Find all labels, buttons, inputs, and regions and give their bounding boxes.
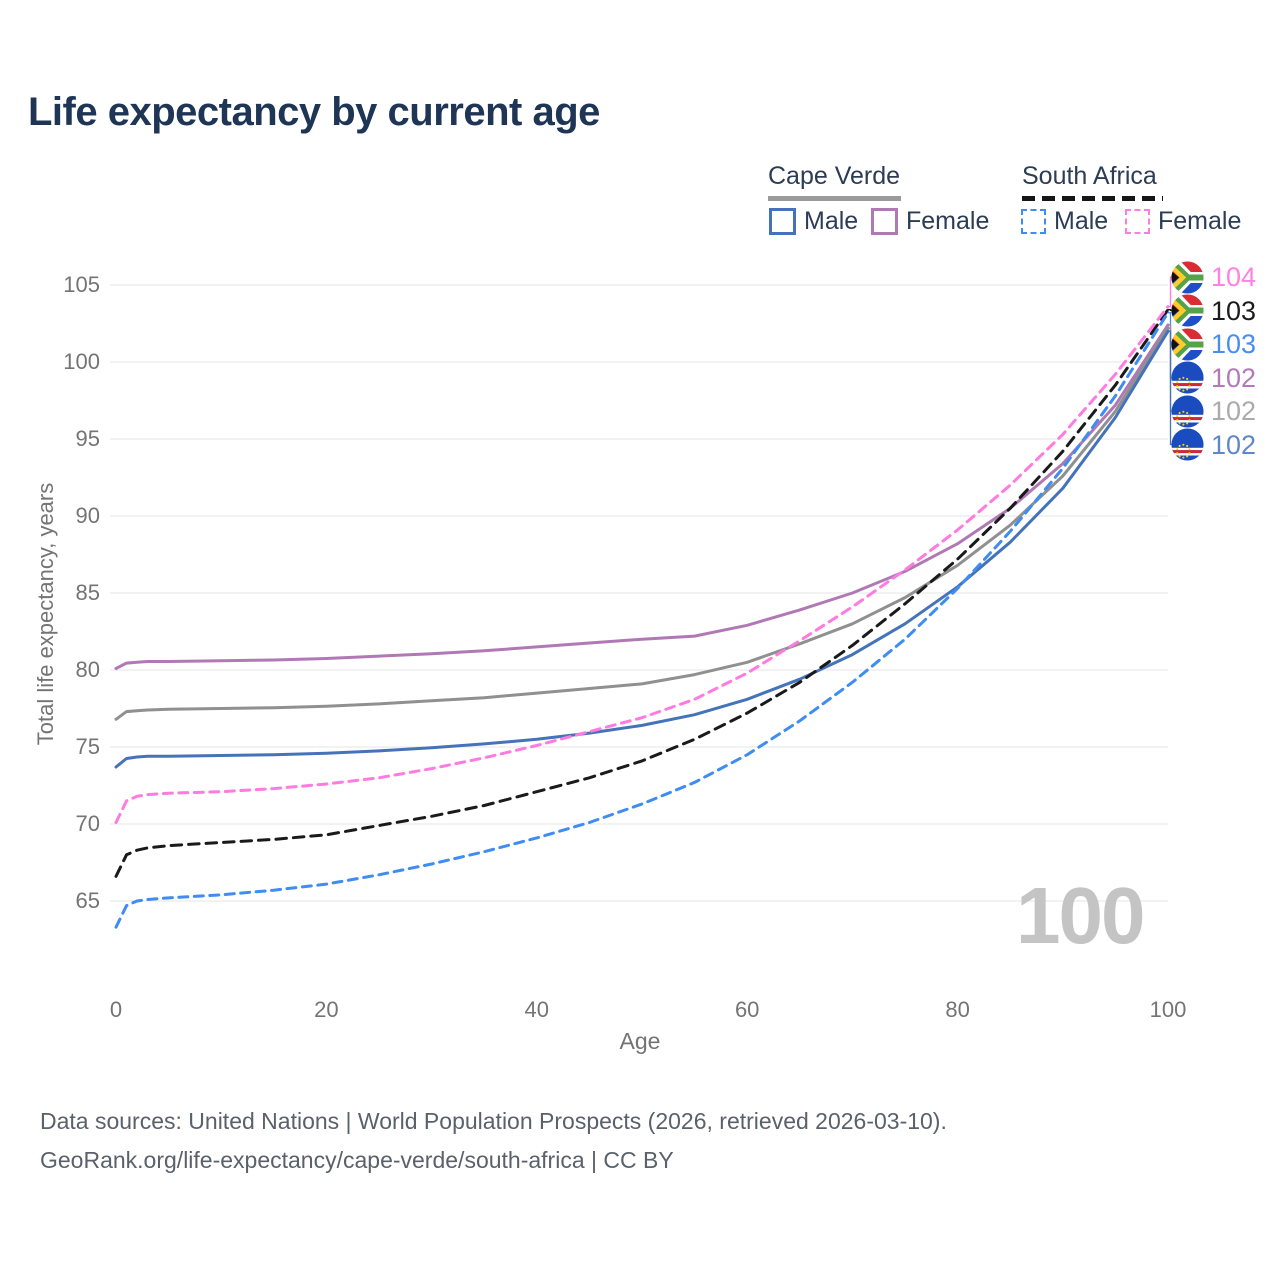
end-label-value: 104 (1211, 262, 1257, 292)
legend-item-label: Male (804, 206, 859, 235)
y-tick-85: 85 (75, 580, 100, 605)
y-axis-title: Total life expectancy, years (33, 482, 58, 746)
y-tick-90: 90 (75, 503, 100, 528)
end-label-south-africa-male: 103 (1171, 327, 1256, 361)
legend-country-south-africa: South Africa (1022, 162, 1157, 190)
y-tick-105: 105 (63, 272, 100, 297)
legend-item-south-africa-male[interactable]: Male (1021, 207, 1108, 235)
y-tick-75: 75 (75, 734, 100, 759)
x-tick-0: 0 (109, 997, 123, 1022)
x-tick-20: 20 (314, 997, 339, 1022)
south-africa-flag-icon (1171, 327, 1204, 361)
line-south-africa-female (114, 305, 1170, 824)
end-label-value: 103 (1211, 295, 1257, 326)
y-tick-80: 80 (75, 657, 100, 682)
end-label-south-africa-both-sexes: 103 (1171, 294, 1256, 328)
line-south-africa-male (114, 311, 1170, 929)
end-label-value: 103 (1211, 329, 1257, 359)
end-label-value: 102 (1211, 362, 1257, 393)
x-axis-title: Age (619, 1028, 661, 1054)
line-cape-verde-female (114, 323, 1170, 670)
y-tick-100: 100 (63, 349, 100, 374)
legend-item-cape-verde-female[interactable]: Female (871, 207, 989, 235)
legend-item-label: Female (1158, 206, 1242, 235)
y-tick-70: 70 (75, 811, 100, 836)
legend-item-cape-verde-male[interactable]: Male (769, 207, 858, 235)
legend-line-sample-cape-verde (768, 196, 901, 201)
end-label-cape-verde-male: 102 (1171, 428, 1256, 462)
footer-sources: Data sources: United Nations | World Pop… (40, 1108, 947, 1134)
cape-verde-flag-icon (1171, 361, 1204, 394)
x-tick-40: 40 (524, 997, 550, 1022)
x-tick-80: 80 (945, 997, 970, 1022)
legend-item-label: Male (1054, 206, 1109, 235)
footer-attribution: GeoRank.org/life-expectancy/cape-verde/s… (40, 1147, 674, 1173)
legend-swatch-cape-verde-female (871, 207, 898, 235)
end-label-cape-verde-both-sexes: 102 (1171, 394, 1256, 428)
legend-item-south-africa-female[interactable]: Female (1125, 207, 1241, 235)
end-label-value: 102 (1211, 429, 1257, 460)
cape-verde-flag-icon (1171, 394, 1204, 428)
y-tick-95: 95 (75, 426, 100, 451)
legend-swatch-cape-verde-male (769, 207, 796, 235)
x-tick-60: 60 (734, 997, 760, 1022)
end-label-cape-verde-female: 102 (1171, 361, 1256, 395)
legend-item-label: Female (906, 206, 990, 235)
page-title: Life expectancy by current age (28, 90, 600, 134)
legend-swatch-south-africa-female (1125, 208, 1150, 234)
age-watermark: 100 (1016, 871, 1145, 960)
line-cape-verde-male (114, 329, 1170, 769)
legend-line-sample-south-africa (1022, 196, 1163, 201)
cape-verde-flag-icon (1171, 428, 1204, 461)
y-tick-65: 65 (75, 888, 100, 913)
legend-swatch-south-africa-male (1021, 208, 1046, 234)
legend-country-cape-verde: Cape Verde (768, 162, 901, 190)
x-tick-100: 100 (1149, 997, 1187, 1022)
end-label-south-africa-female: 104 (1171, 260, 1256, 294)
south-africa-flag-icon (1171, 294, 1204, 327)
line-cape-verde-both-sexes (114, 326, 1170, 721)
end-label-value: 102 (1211, 396, 1257, 426)
south-africa-flag-icon (1171, 260, 1204, 294)
line-south-africa-both-sexes (114, 308, 1170, 878)
